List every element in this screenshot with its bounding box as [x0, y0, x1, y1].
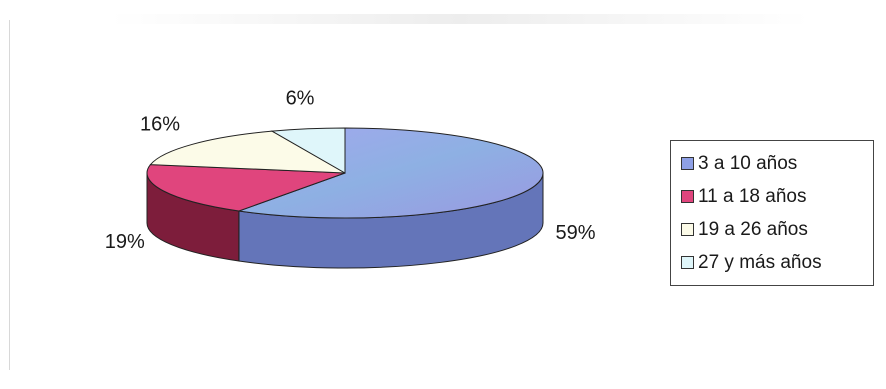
pie-slice	[238, 127, 544, 219]
scan-artifact	[110, 14, 810, 24]
chart-area-border	[9, 20, 10, 370]
pie-slice	[146, 164, 346, 212]
legend-label: 3 a 10 años	[698, 152, 798, 174]
pie-slice	[270, 127, 346, 174]
legend-item: 19 a 26 años	[681, 213, 873, 246]
legend: 3 a 10 años 11 a 18 años 19 a 26 años 27…	[670, 140, 874, 286]
legend-label: 19 a 26 años	[698, 218, 808, 240]
pie-data-label: 59%	[555, 222, 595, 244]
legend-item: 3 a 10 años	[681, 147, 873, 180]
legend-label: 27 y más años	[698, 251, 822, 273]
legend-swatch-27-plus	[681, 256, 694, 269]
pie-data-label: 19%	[105, 231, 145, 253]
legend-swatch-3-10	[681, 157, 694, 170]
pie-data-label: 16%	[140, 113, 180, 135]
pie-data-label: 6%	[286, 88, 315, 110]
legend-swatch-19-26	[681, 223, 694, 236]
legend-item: 11 a 18 años	[681, 180, 873, 213]
pie-tops	[146, 127, 544, 219]
pie-slice	[149, 130, 346, 174]
pie-sides	[146, 172, 544, 269]
legend-swatch-11-18	[681, 190, 694, 203]
legend-item: 27 y más años	[681, 246, 873, 279]
pie-labels: 59% 19% 16% 6%	[105, 88, 596, 253]
legend-label: 11 a 18 años	[698, 185, 807, 207]
